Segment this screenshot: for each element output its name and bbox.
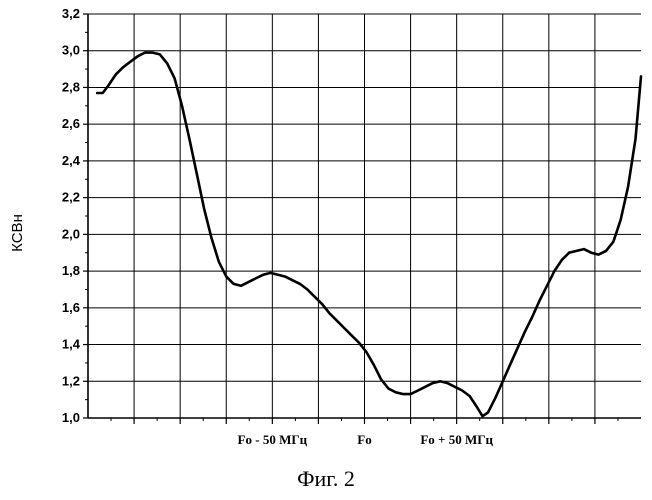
y-tick-label: 2,2: [62, 190, 80, 205]
chart: 1,0 1,2 1,4 1,6 1,8 2,0 2,2 2,4 2,6 2,8 3,0 3,2 Fo …: [0, 0, 652, 466]
axes: [83, 14, 641, 424]
y-tick-label: 3,2: [62, 6, 80, 21]
y-tick-label: 1,8: [62, 263, 80, 278]
y-tick-label: 2,8: [62, 79, 80, 94]
y-tick-label: 2,6: [62, 116, 80, 131]
y-tick-label: 1,2: [62, 373, 80, 388]
x-tick-labels: Fo - 50 МГц Fo Fo + 50 МГц: [238, 432, 494, 447]
figure-caption: Фиг. 2: [0, 466, 652, 492]
grid: [88, 14, 641, 418]
y-tick-label: 1,4: [62, 337, 81, 352]
y-tick-label: 2,4: [62, 153, 81, 168]
y-tick-label: 3,0: [62, 43, 80, 58]
y-tick-label: 1,0: [62, 410, 80, 425]
x-tick-label: Fo: [357, 432, 371, 447]
y-tick-label: 1,6: [62, 300, 80, 315]
x-tick-label: Fo + 50 МГц: [420, 432, 493, 447]
x-tick-label: Fo - 50 МГц: [238, 432, 308, 447]
y-tick-label: 2,0: [62, 226, 80, 241]
y-tick-labels: 1,0 1,2 1,4 1,6 1,8 2,0 2,2 2,4 2,6 2,8 3,0 3,2: [62, 6, 81, 425]
y-axis-label: КСВн: [9, 214, 26, 252]
